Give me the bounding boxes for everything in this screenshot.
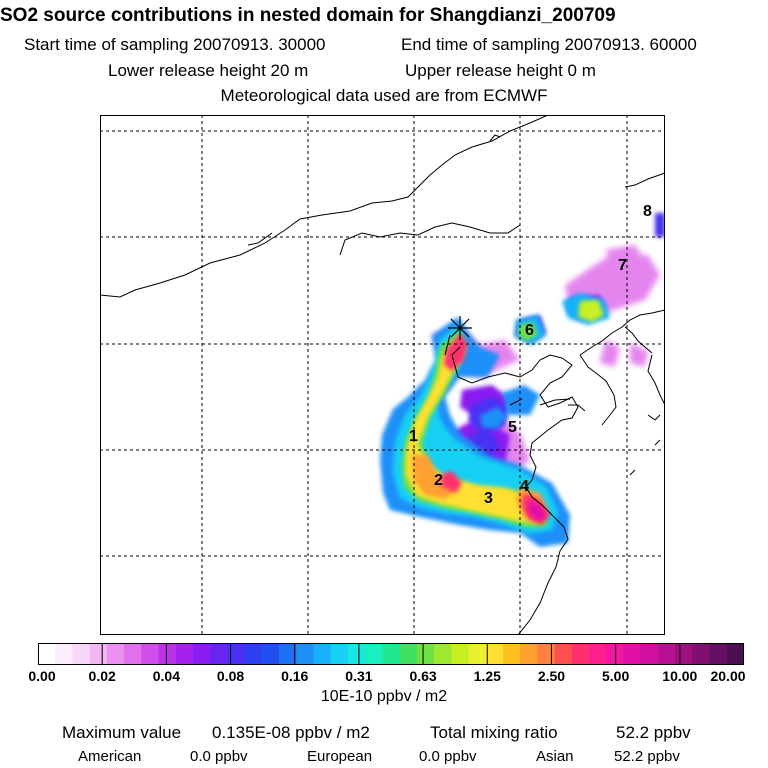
color-swatch bbox=[468, 643, 487, 665]
american-label: American bbox=[78, 748, 142, 765]
color-swatch bbox=[485, 643, 504, 665]
color-swatch bbox=[675, 643, 693, 665]
color-swatch bbox=[227, 643, 246, 665]
color-swatch bbox=[279, 643, 297, 665]
source-label-1: 1 bbox=[409, 428, 418, 445]
scale-tick-label: 0.04 bbox=[152, 668, 180, 684]
color-swatch bbox=[382, 643, 401, 665]
source-label-3: 3 bbox=[484, 490, 493, 507]
color-swatch bbox=[55, 643, 74, 665]
coastlines bbox=[100, 115, 665, 635]
scale-tick-label: 0.00 bbox=[28, 668, 56, 684]
color-swatch bbox=[330, 643, 349, 665]
color-swatch bbox=[175, 643, 194, 665]
scale-tick-label: 0.16 bbox=[281, 668, 309, 684]
source-label-2: 2 bbox=[434, 472, 443, 489]
color-swatch bbox=[537, 643, 556, 665]
color-swatch bbox=[399, 643, 418, 665]
color-swatch bbox=[124, 643, 142, 665]
color-swatch bbox=[296, 643, 315, 665]
color-swatch bbox=[106, 643, 125, 665]
source-label-8: 8 bbox=[643, 203, 652, 220]
scale-tick-label: 0.63 bbox=[409, 668, 437, 684]
color-scale-bar bbox=[38, 643, 744, 665]
color-swatch bbox=[141, 643, 160, 665]
scale-tick-label: 0.31 bbox=[345, 668, 373, 684]
color-swatch bbox=[520, 643, 538, 665]
european-value: 0.0 ppbv bbox=[419, 748, 477, 765]
color-swatch bbox=[554, 643, 573, 665]
receptor-star-icon bbox=[448, 316, 472, 340]
scale-tick-label: 0.08 bbox=[216, 668, 245, 684]
color-swatch bbox=[571, 643, 590, 665]
color-swatch bbox=[192, 643, 211, 665]
color-swatch bbox=[726, 643, 744, 665]
european-label: European bbox=[307, 748, 373, 765]
color-swatch bbox=[89, 643, 108, 665]
color-swatch bbox=[313, 643, 332, 665]
source-label-5: 5 bbox=[508, 419, 517, 436]
chart-title: SO2 source contributions in nested domai… bbox=[0, 5, 616, 26]
american-value: 0.0 ppbv bbox=[190, 748, 248, 765]
color-swatch bbox=[451, 643, 470, 665]
scale-tick-label: 20.00 bbox=[710, 668, 746, 684]
color-swatch bbox=[38, 643, 56, 665]
color-swatch bbox=[72, 643, 91, 665]
color-swatch bbox=[416, 643, 435, 665]
source-label-7: 7 bbox=[618, 257, 627, 274]
color-swatch bbox=[640, 643, 659, 665]
color-swatch bbox=[347, 643, 366, 665]
scale-tick-label: 1.25 bbox=[473, 668, 501, 684]
color-swatch bbox=[210, 643, 229, 665]
scale-tick-label: 10.00 bbox=[662, 668, 698, 684]
scale-tick-label: 2.50 bbox=[537, 668, 566, 684]
end-time-text: End time of sampling 20070913. 60000 bbox=[401, 35, 697, 54]
total-mixing-label: Total mixing ratio bbox=[430, 723, 558, 742]
color-swatch bbox=[589, 643, 607, 665]
color-swatch bbox=[709, 643, 728, 665]
start-time-text: Start time of sampling 20070913. 30000 bbox=[24, 35, 326, 54]
contribution-map: 1 2 3 4 5 6 7 8 bbox=[100, 115, 665, 635]
color-swatch bbox=[692, 643, 711, 665]
color-swatch bbox=[261, 643, 280, 665]
color-swatch bbox=[623, 643, 642, 665]
scale-tick-label: 0.02 bbox=[88, 668, 116, 684]
asian-label: Asian bbox=[536, 748, 574, 765]
graticule bbox=[100, 115, 665, 635]
scale-unit-label: 10E-10 ppbv / m2 bbox=[320, 688, 448, 705]
color-swatch bbox=[244, 643, 263, 665]
source-label-4: 4 bbox=[520, 478, 529, 495]
color-swatch bbox=[502, 643, 521, 665]
upper-release-text: Upper release height 0 m bbox=[405, 61, 596, 80]
total-mixing-value: 52.2 ppbv bbox=[616, 723, 691, 742]
color-swatch bbox=[365, 643, 383, 665]
lower-release-text: Lower release height 20 m bbox=[108, 61, 309, 80]
color-swatch bbox=[434, 643, 452, 665]
asian-value: 52.2 ppbv bbox=[614, 748, 680, 765]
source-label-6: 6 bbox=[525, 322, 534, 339]
color-swatch bbox=[158, 643, 177, 665]
color-swatch bbox=[657, 643, 676, 665]
max-value-label: Maximum value bbox=[62, 723, 182, 742]
met-data-text: Meteorological data used are from ECMWF bbox=[220, 86, 548, 105]
max-value: 0.135E-08 ppbv / m2 bbox=[212, 723, 370, 742]
scale-tick-label: 5.00 bbox=[602, 668, 630, 684]
plume-layer bbox=[380, 213, 665, 547]
